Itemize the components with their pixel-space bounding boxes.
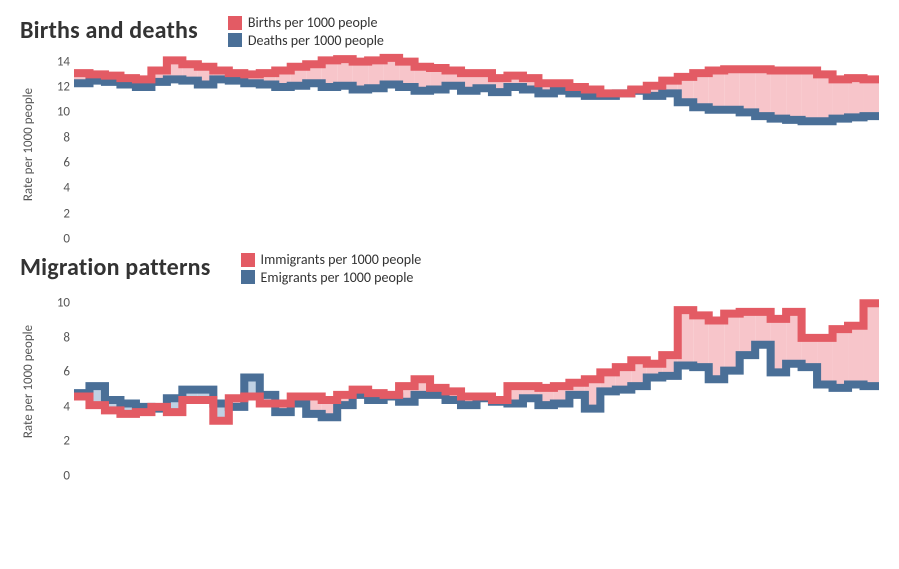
y-tick: 4 xyxy=(38,399,70,414)
y-tick: 4 xyxy=(38,181,70,196)
chart1-legend-label-births: Births per 1000 people xyxy=(248,14,378,32)
y-tick: 10 xyxy=(38,296,70,311)
chart2-svg xyxy=(74,286,879,476)
chart2-yticks: 0246810 xyxy=(38,286,74,476)
chart1-title: Births and deaths xyxy=(20,16,198,45)
y-tick: 8 xyxy=(38,130,70,145)
legend-swatch-red-icon xyxy=(228,16,242,30)
chart2-legend-label-immigrants: Immigrants per 1000 people xyxy=(261,251,422,269)
chart1-yticks: 02468101214 xyxy=(38,49,74,239)
y-tick: 2 xyxy=(38,434,70,449)
chart2-plot xyxy=(74,286,879,476)
chart-births-deaths: Births and deaths Births per 1000 people… xyxy=(20,10,879,239)
y-tick: 14 xyxy=(38,54,70,69)
area-segment xyxy=(848,326,863,385)
legend-swatch-blue-icon xyxy=(241,270,255,284)
chart-migration: Migration patterns Immigrants per 1000 p… xyxy=(20,247,879,476)
y-tick: 0 xyxy=(38,469,70,484)
chart1-plot-wrap: Rate per 1000 people 02468101214 xyxy=(20,49,879,239)
chart1-legend-label-deaths: Deaths per 1000 people xyxy=(248,32,384,50)
y-tick: 10 xyxy=(38,105,70,120)
chart1-yaxis-label: Rate per 1000 people xyxy=(20,49,38,239)
chart1-legend: Births per 1000 people Deaths per 1000 p… xyxy=(228,10,384,49)
area-segment xyxy=(864,79,879,116)
chart1-plot xyxy=(74,49,879,239)
chart1-legend-row-births: Births per 1000 people xyxy=(228,14,384,32)
page: Births and deaths Births per 1000 people… xyxy=(0,0,899,569)
y-tick: 0 xyxy=(38,232,70,247)
chart2-title: Migration patterns xyxy=(20,253,211,282)
legend-swatch-red-icon xyxy=(241,253,255,267)
y-tick: 2 xyxy=(38,206,70,221)
chart1-legend-row-deaths: Deaths per 1000 people xyxy=(228,32,384,50)
chart2-plot-wrap: Rate per 1000 people 0246810 xyxy=(20,286,879,476)
chart2-legend-label-emigrants: Emigrants per 1000 people xyxy=(261,269,414,287)
legend-swatch-blue-icon xyxy=(228,33,242,47)
chart2-legend-row-emigrants: Emigrants per 1000 people xyxy=(241,269,422,287)
area-segment xyxy=(833,79,848,118)
y-tick: 12 xyxy=(38,80,70,95)
chart2-yaxis-label: Rate per 1000 people xyxy=(20,286,38,476)
y-tick: 6 xyxy=(38,365,70,380)
y-tick: 8 xyxy=(38,330,70,345)
chart2-legend-row-immigrants: Immigrants per 1000 people xyxy=(241,251,422,269)
chart1-yaxis-text: Rate per 1000 people xyxy=(22,87,37,200)
chart2-yaxis-text: Rate per 1000 people xyxy=(22,324,37,437)
area-segment xyxy=(848,78,863,117)
area-segment xyxy=(786,71,801,120)
chart2-header: Migration patterns Immigrants per 1000 p… xyxy=(20,247,879,286)
series-line-emigrants xyxy=(74,345,879,418)
area-segment xyxy=(771,71,786,119)
area-segment xyxy=(724,69,739,110)
chart1-header: Births and deaths Births per 1000 people… xyxy=(20,10,879,49)
y-tick: 6 xyxy=(38,156,70,171)
chart2-legend: Immigrants per 1000 people Emigrants per… xyxy=(241,247,422,286)
chart1-svg xyxy=(74,49,879,239)
